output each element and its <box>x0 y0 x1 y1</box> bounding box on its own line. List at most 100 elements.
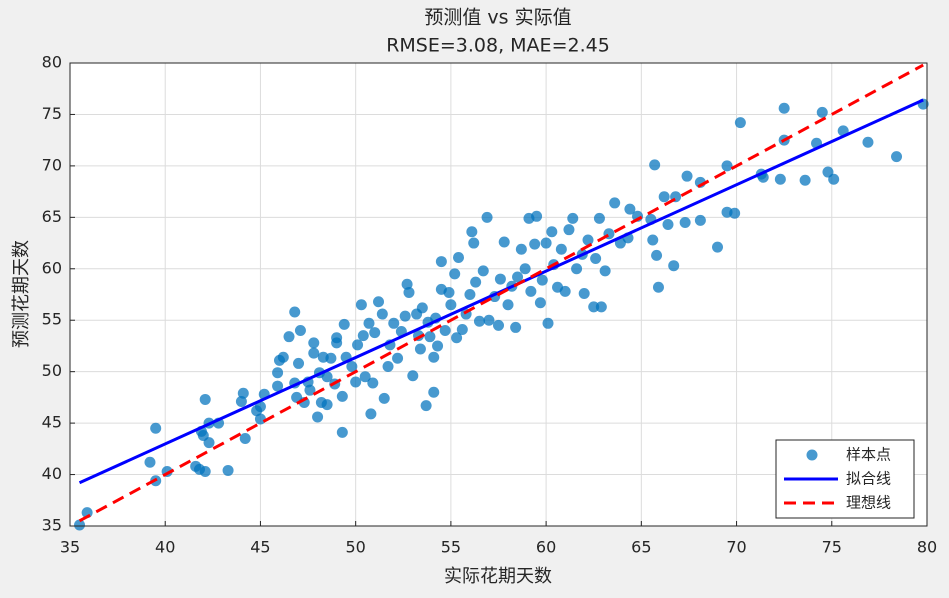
point <box>512 271 524 283</box>
point <box>150 422 162 434</box>
point <box>470 276 482 288</box>
point <box>721 160 733 172</box>
y-tick-label: 55 <box>42 310 62 329</box>
point <box>546 226 558 238</box>
point <box>359 371 371 383</box>
point <box>668 260 680 272</box>
x-tick-label: 60 <box>536 538 556 557</box>
point <box>321 399 333 411</box>
point <box>483 314 495 326</box>
point <box>355 299 367 311</box>
point <box>534 297 546 309</box>
point <box>445 299 457 311</box>
point <box>312 411 324 423</box>
point <box>428 386 440 398</box>
point <box>464 289 476 300</box>
x-tick-label: 45 <box>250 538 270 557</box>
dashed-line <box>78 63 924 523</box>
point <box>862 136 874 148</box>
point <box>350 376 362 388</box>
point <box>712 241 724 253</box>
x-tick-label: 55 <box>441 538 461 557</box>
point <box>401 278 413 290</box>
point <box>468 237 480 249</box>
point <box>308 347 320 359</box>
point <box>662 219 674 231</box>
point <box>477 265 489 277</box>
point <box>571 263 583 275</box>
point <box>378 392 390 404</box>
point <box>651 249 663 261</box>
y-tick-label: 70 <box>42 155 62 174</box>
point <box>529 238 541 250</box>
point <box>774 173 786 185</box>
point <box>681 170 693 182</box>
point <box>729 207 741 219</box>
point <box>559 285 571 297</box>
point <box>235 396 247 408</box>
point <box>647 234 659 246</box>
y-tick-label: 60 <box>42 258 62 277</box>
point <box>679 216 691 228</box>
marks <box>74 63 929 531</box>
point <box>414 343 426 355</box>
y-tick-label: 65 <box>42 207 62 226</box>
point <box>272 367 284 379</box>
point <box>388 317 400 329</box>
point <box>525 285 537 297</box>
point <box>435 256 447 268</box>
point <box>493 319 504 331</box>
point <box>449 268 461 280</box>
legend-label: 拟合线 <box>846 470 891 488</box>
point <box>778 102 790 114</box>
point <box>382 361 394 373</box>
point <box>599 265 611 277</box>
point <box>624 203 636 215</box>
point <box>481 211 493 223</box>
point <box>424 331 436 343</box>
point <box>456 323 468 335</box>
point <box>376 308 388 320</box>
point <box>272 380 284 392</box>
point <box>652 281 664 293</box>
point <box>373 296 385 308</box>
point <box>416 302 428 314</box>
point <box>336 426 348 438</box>
point <box>567 212 579 224</box>
point <box>582 234 594 246</box>
x-tick-label: 80 <box>917 538 937 557</box>
point <box>197 429 209 441</box>
point <box>466 226 478 238</box>
point <box>365 408 377 420</box>
point <box>540 237 552 249</box>
point <box>331 332 343 344</box>
point <box>237 387 249 399</box>
point <box>451 332 463 344</box>
x-tick-label: 40 <box>155 538 175 557</box>
point <box>338 318 350 330</box>
point <box>403 286 415 298</box>
point <box>473 315 485 327</box>
y-axis-label: 预测花期天数 <box>11 240 32 348</box>
point <box>502 299 514 311</box>
point <box>321 371 333 383</box>
point <box>352 339 364 351</box>
point <box>357 330 369 342</box>
point <box>816 106 828 118</box>
point <box>563 224 575 236</box>
point <box>439 325 451 337</box>
point <box>407 370 419 382</box>
point <box>595 301 607 313</box>
y-tick-label: 75 <box>42 104 62 123</box>
point <box>609 197 621 209</box>
point <box>222 464 234 476</box>
point <box>649 159 661 171</box>
point <box>363 317 375 329</box>
y-tick-label: 40 <box>42 464 62 483</box>
point <box>828 173 840 185</box>
y-tick-label: 50 <box>42 361 62 380</box>
point <box>367 377 379 389</box>
point <box>694 214 706 226</box>
point <box>273 354 285 366</box>
axes-box <box>69 62 928 527</box>
